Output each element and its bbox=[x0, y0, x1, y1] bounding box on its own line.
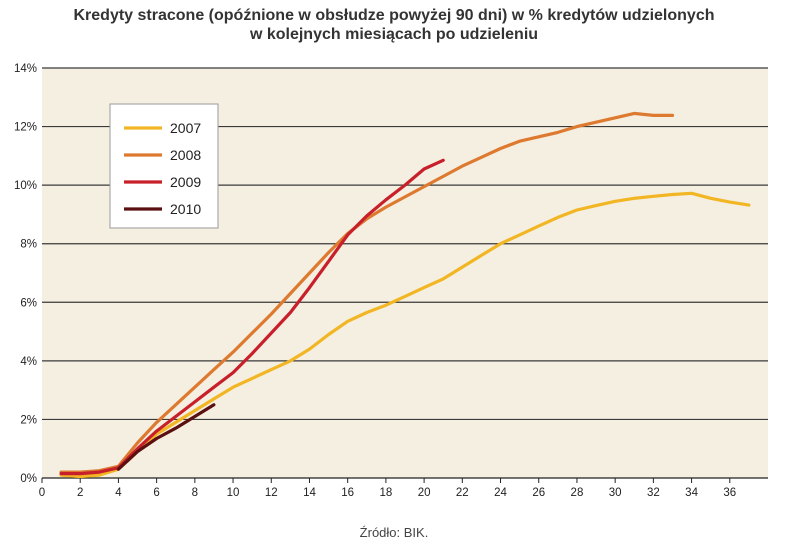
y-tick-label-14: 14% bbox=[14, 63, 37, 75]
y-tick-label-12: 12% bbox=[14, 122, 37, 134]
x-tick-label-22: 22 bbox=[456, 487, 469, 499]
chart-title: Kredyty stracone (opóźnione w obsłudze p… bbox=[0, 6, 788, 44]
x-tick-label-12: 12 bbox=[265, 487, 278, 499]
series-line-2008 bbox=[59, 111, 675, 474]
x-tick-label-4: 4 bbox=[115, 487, 122, 499]
x-tick-label-2: 2 bbox=[77, 487, 83, 499]
legend-box bbox=[109, 103, 219, 229]
x-tick-label-18: 18 bbox=[379, 487, 392, 499]
y-tick-label-10: 10% bbox=[14, 180, 37, 192]
y-tick-label-0: 0% bbox=[20, 473, 37, 485]
legend-label-2010: 2010 bbox=[170, 201, 201, 217]
x-tick-label-6: 6 bbox=[153, 487, 159, 499]
x-tick-label-10: 10 bbox=[227, 487, 240, 499]
x-tick-label-36: 36 bbox=[723, 487, 736, 499]
chart-title-line-2: w kolejnych miesiącach po udzieleniu bbox=[249, 26, 539, 43]
x-tick-label-20: 20 bbox=[418, 487, 431, 499]
y-tick-label-4: 4% bbox=[20, 356, 37, 368]
x-tick-label-28: 28 bbox=[571, 487, 584, 499]
x-tick-label-26: 26 bbox=[532, 487, 545, 499]
x-tick-label-34: 34 bbox=[685, 487, 698, 499]
y-tick-label-2: 2% bbox=[20, 414, 37, 426]
legend-label-2008: 2008 bbox=[170, 147, 201, 163]
x-tick-label-24: 24 bbox=[494, 487, 507, 499]
source-note: Źródło: BIK. bbox=[359, 525, 429, 540]
chart-title-line-1: Kredyty stracone (opóźnione w obsłudze p… bbox=[73, 7, 715, 24]
x-tick-label-16: 16 bbox=[341, 487, 354, 499]
x-tick-label-8: 8 bbox=[192, 487, 198, 499]
legend-label-2009: 2009 bbox=[170, 174, 201, 190]
x-tick-label-0: 0 bbox=[39, 487, 45, 499]
x-tick-label-32: 32 bbox=[647, 487, 660, 499]
series-line-2010 bbox=[116, 403, 216, 471]
series-line-2007 bbox=[59, 191, 751, 479]
y-tick-label-8: 8% bbox=[20, 239, 37, 251]
x-tick-label-14: 14 bbox=[303, 487, 316, 499]
x-tick-label-30: 30 bbox=[609, 487, 622, 499]
y-tick-label-6: 6% bbox=[20, 297, 37, 309]
legend-label-2007: 2007 bbox=[170, 120, 201, 136]
